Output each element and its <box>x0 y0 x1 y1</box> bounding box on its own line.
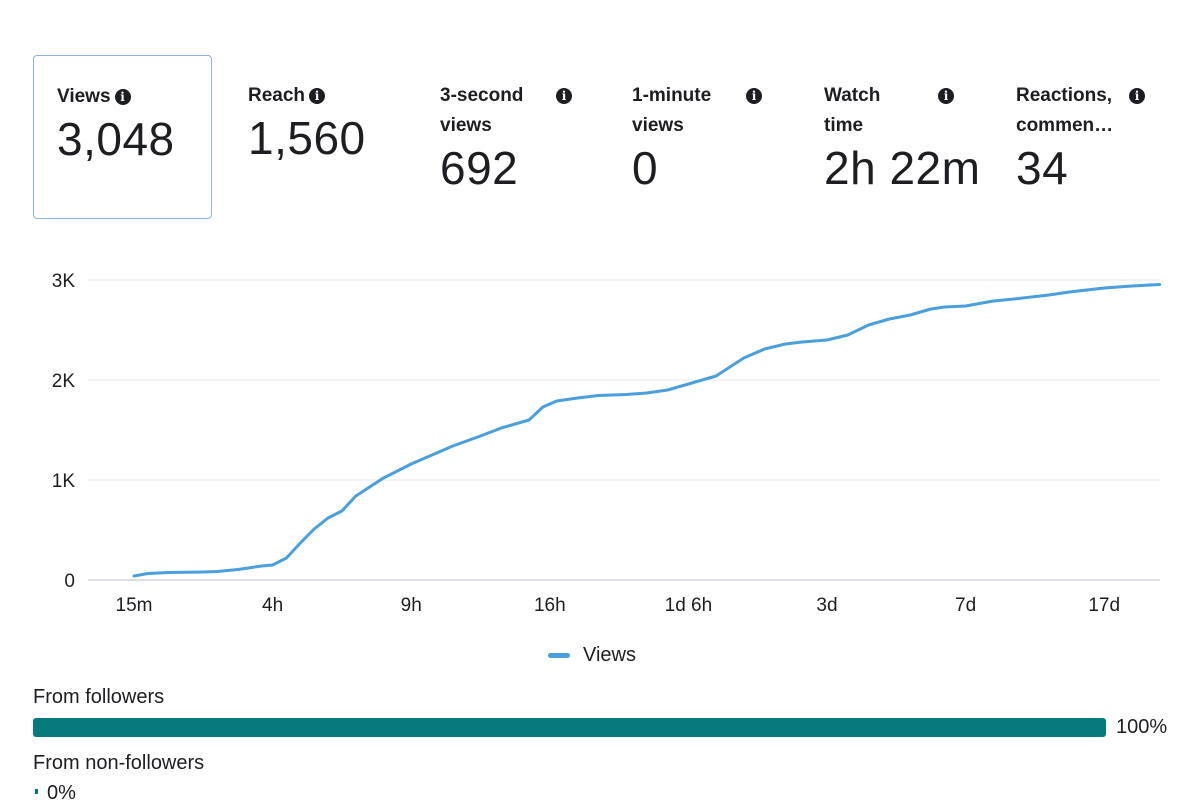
metric-header: Reach i <box>248 81 405 111</box>
non-followers-label: From non-followers <box>33 752 205 774</box>
metric-value: 0 <box>632 142 659 194</box>
metric-tab-1-minute-views[interactable]: 1-minute views i 0 <box>609 55 789 219</box>
metric-label-line1: 3-second <box>440 85 524 106</box>
followers-percent: 100% <box>1116 716 1168 738</box>
legend-label-views: Views <box>583 644 636 666</box>
followers-bar-fill <box>33 718 1106 737</box>
y-axis-ticks: 0 1K 2K 3K <box>52 271 76 592</box>
y-tick-label: 0 <box>64 571 75 592</box>
metric-value: 692 <box>440 142 519 194</box>
y-tick-label: 1K <box>52 471 76 492</box>
info-icon[interactable]: i <box>309 88 326 104</box>
legend-swatch-views <box>548 653 570 658</box>
metric-label-line2: views <box>440 115 492 136</box>
metric-value: 3,048 <box>57 113 175 165</box>
metrics-row: Views i 3,048 Reach i 1,560 3-second views i… <box>33 55 1183 221</box>
metric-tab-reach[interactable]: Reach i 1,560 <box>225 55 405 219</box>
metric-label-line2: commen… <box>1016 115 1114 136</box>
metric-header: 3-second views i <box>440 81 597 141</box>
metric-label: Reach <box>248 85 306 106</box>
info-icon[interactable]: i <box>746 88 762 104</box>
metric-header: Views i <box>57 82 211 112</box>
x-tick-label: 3d <box>816 595 837 616</box>
followers-bar <box>33 718 1106 737</box>
x-tick-label: 15m <box>116 595 153 616</box>
metric-value: 34 <box>1016 142 1069 194</box>
non-followers-bar-fill <box>35 789 38 794</box>
x-axis-ticks: 15m 4h 9h 16h 1d 6h 3d 7d 17d <box>116 595 1121 616</box>
metric-tab-views[interactable]: Views i 3,048 <box>33 55 212 219</box>
x-tick-label: 1d 6h <box>665 595 713 616</box>
y-tick-label: 3K <box>52 271 76 292</box>
metric-tab-watch-time[interactable]: Watch time i 2h 22m <box>801 55 991 219</box>
metric-tab-reactions-comments[interactable]: Reactions, commen… i 34 <box>993 55 1183 219</box>
x-tick-label: 16h <box>534 595 566 616</box>
info-icon[interactable]: i <box>1129 88 1145 104</box>
metric-label-line2: time <box>824 115 864 136</box>
views-line-chart[interactable]: 0 1K 2K 3K 15m 4h 9h 16h 1d 6h 3d 7d 17d <box>0 250 1200 630</box>
metric-value: 2h 22m <box>824 142 981 194</box>
chart-legend[interactable]: Views <box>548 644 636 667</box>
chart-series <box>132 283 1162 578</box>
metric-label-line1: 1-minute <box>632 85 712 106</box>
metric-header: 1-minute views i <box>632 81 789 141</box>
y-tick-label: 2K <box>52 371 76 392</box>
x-tick-label: 7d <box>955 595 976 616</box>
metric-label-line1: Reactions, <box>1016 85 1113 106</box>
x-tick-label: 9h <box>401 595 422 616</box>
series-line-views[interactable] <box>132 283 1162 578</box>
info-icon[interactable]: i <box>938 88 954 104</box>
info-icon[interactable]: i <box>114 89 131 105</box>
metric-tab-3-second-views[interactable]: 3-second views i 692 <box>417 55 597 219</box>
metric-header: Watch time i <box>824 81 991 141</box>
followers-label: From followers <box>33 686 165 708</box>
metric-value: 1,560 <box>248 112 366 164</box>
info-icon[interactable]: i <box>556 88 572 104</box>
chart-gridlines <box>88 279 1160 581</box>
metric-header: Reactions, commen… i <box>1016 81 1183 141</box>
metric-label-line1: Watch <box>824 85 881 106</box>
x-tick-label: 17d <box>1088 595 1120 616</box>
x-tick-label: 4h <box>262 595 283 616</box>
metric-label: Views <box>57 86 111 107</box>
metric-label-line2: views <box>632 115 684 136</box>
